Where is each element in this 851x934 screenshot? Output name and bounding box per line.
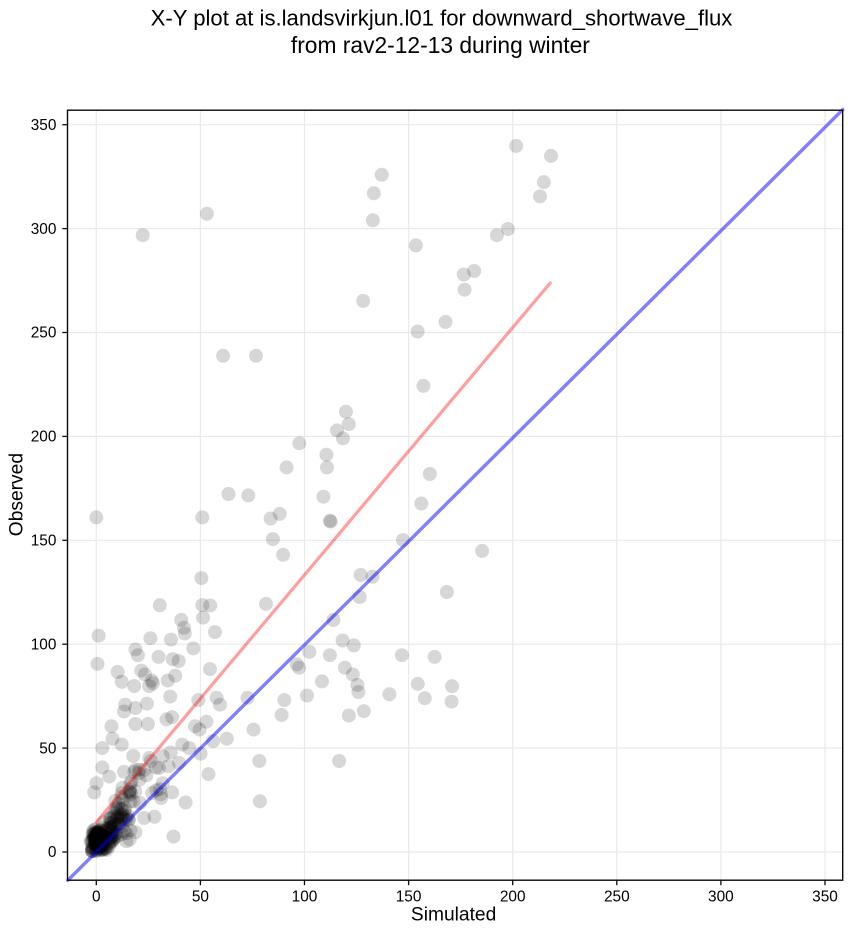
svg-text:0: 0 [48,844,57,861]
svg-text:300: 300 [708,889,734,906]
svg-text:350: 350 [812,889,838,906]
svg-text:150: 150 [31,533,57,550]
svg-text:250: 250 [604,889,630,906]
svg-text:from rav2-12-13 during winter: from rav2-12-13 during winter [291,32,590,58]
svg-text:350: 350 [31,117,57,134]
svg-text:Observed: Observed [7,453,28,536]
svg-text:Simulated: Simulated [411,905,496,926]
svg-text:200: 200 [500,889,526,906]
svg-text:0: 0 [92,889,101,906]
svg-text:50: 50 [39,740,56,757]
svg-text:300: 300 [31,221,57,238]
svg-text:X-Y plot at is.landsvirkjun.l0: X-Y plot at is.landsvirkjun.l01 for down… [151,6,733,31]
svg-text:200: 200 [31,429,57,446]
svg-text:150: 150 [396,889,422,906]
svg-text:100: 100 [292,889,318,906]
svg-text:50: 50 [192,889,209,906]
svg-text:250: 250 [31,325,57,342]
svg-text:100: 100 [31,636,57,653]
